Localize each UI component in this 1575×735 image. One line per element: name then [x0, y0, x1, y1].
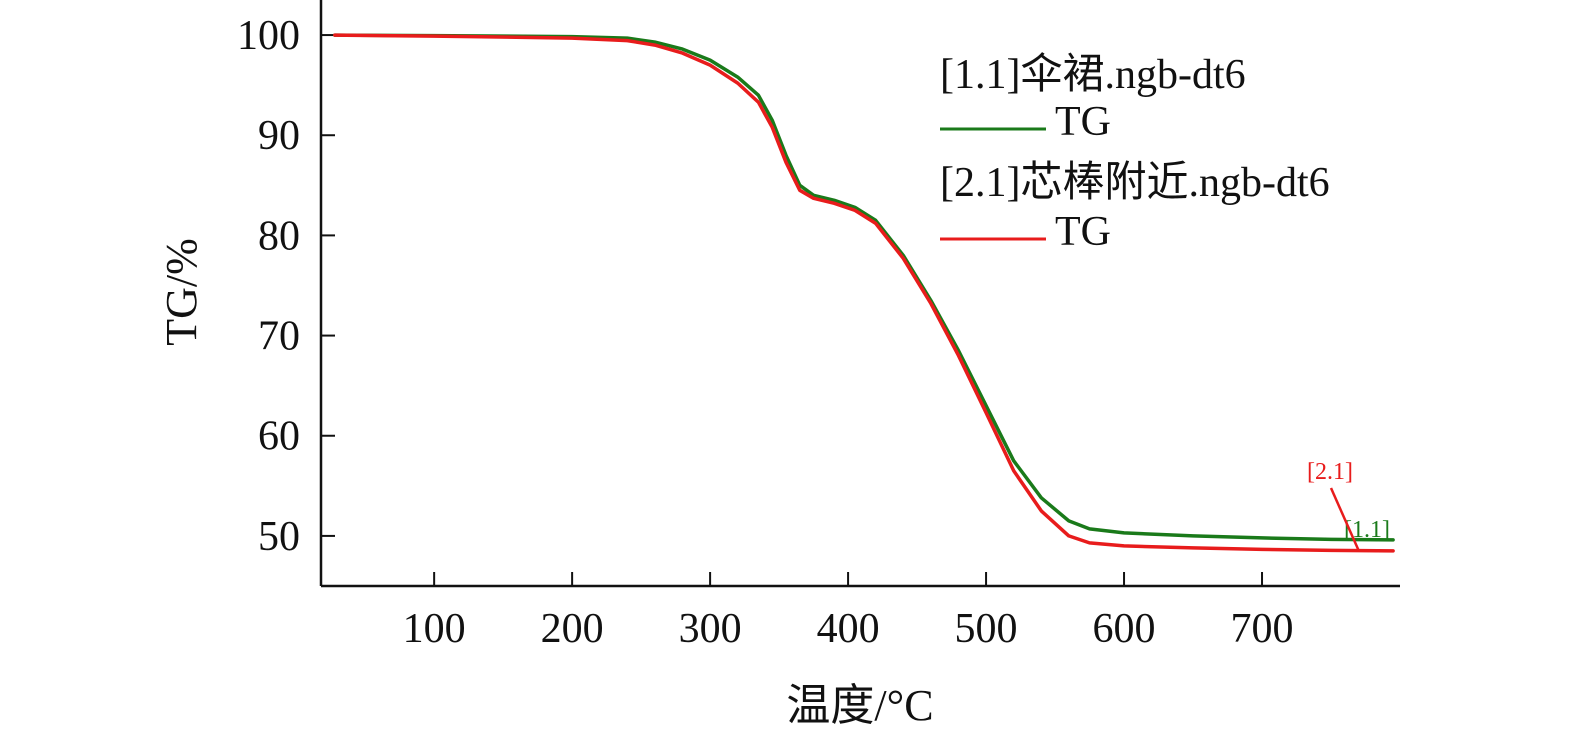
end-tags: [1.1] [2.1]	[1307, 459, 1390, 551]
y-tick-label: 80	[258, 213, 300, 259]
series-1-end-tag: [1.1]	[1344, 517, 1390, 543]
ticks: 100 200 300 400 500 600 700 50 60 70 80 90 100	[237, 13, 1294, 652]
x-axis-label: 温度/°C	[786, 681, 933, 730]
legend: [1.1]伞裙.ngb-dt6 TG [2.1]芯棒附近.ngb-dt6 TG	[940, 51, 1330, 255]
y-tick-label: 70	[258, 314, 300, 360]
legend-entry-2-label: TG	[1055, 209, 1111, 255]
x-tick-label: 100	[403, 606, 466, 652]
y-axis-label: TG/%	[157, 238, 206, 346]
legend-entry-1-name: [1.1]伞裙.ngb-dt6	[940, 51, 1246, 98]
series-line-1	[333, 33, 1395, 542]
x-tick-label: 600	[1093, 606, 1156, 652]
series-2-end-tag: [2.1]	[1307, 459, 1353, 485]
axes	[319, 0, 1400, 588]
y-tick-label: 90	[258, 113, 300, 159]
y-tick-label: 50	[258, 514, 300, 560]
series-2-tag-leader	[1329, 487, 1360, 551]
y-tick-label: 60	[258, 414, 300, 460]
x-tick-label: 500	[955, 606, 1018, 652]
series	[333, 33, 1395, 553]
x-tick-label: 700	[1231, 606, 1294, 652]
x-tick-label: 400	[817, 606, 880, 652]
x-tick-label: 300	[679, 606, 742, 652]
legend-entry-2-name: [2.1]芯棒附近.ngb-dt6	[940, 160, 1330, 206]
y-tick-label: 100	[237, 13, 300, 59]
legend-entry-1-label: TG	[1055, 99, 1111, 145]
x-tick-label: 200	[541, 606, 604, 652]
series-line-2	[333, 33, 1395, 553]
